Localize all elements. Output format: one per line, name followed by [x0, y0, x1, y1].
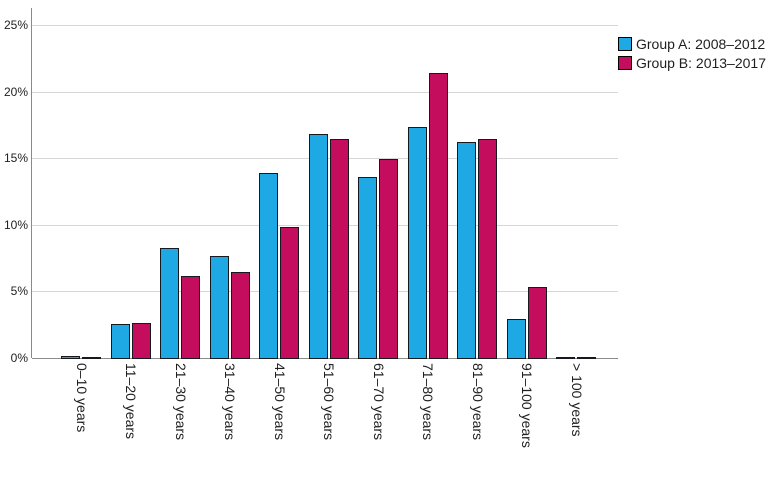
x-axis-category-label: 91–100 years	[519, 363, 535, 448]
bar-group-a	[308, 133, 328, 359]
bar-group-b	[230, 272, 250, 359]
y-axis-tick-label: 5%	[10, 284, 28, 299]
bar-group-b	[329, 139, 349, 359]
x-axis-category-label: 11–20 years	[123, 363, 139, 440]
bar-group-b	[428, 72, 448, 359]
legend-swatch-group-a-icon	[618, 37, 632, 51]
bar-group-b	[82, 357, 101, 359]
x-axis-category-label: 21–30 years	[172, 363, 189, 441]
legend-label-group-a: Group A: 2008–2012	[636, 36, 766, 52]
x-axis-category-label: 31–40 years	[222, 363, 238, 441]
gridline-25pct	[32, 25, 618, 26]
bar-group-a	[209, 256, 229, 359]
bar-group-a	[110, 324, 130, 359]
bar-group-a	[506, 319, 526, 359]
bar-group-b	[280, 227, 299, 359]
y-axis-tick-label: 25%	[3, 18, 28, 32]
y-axis-tick-label: 20%	[3, 84, 28, 99]
bar-group-b	[478, 139, 497, 359]
gridline-20pct	[32, 91, 618, 93]
legend-swatch-group-b-icon	[618, 56, 632, 70]
y-axis-tick-label: 0%	[10, 351, 28, 365]
legend-item-group-b: Group B: 2013–2017	[618, 55, 766, 71]
legend-item-group-a: Group A: 2008–2012	[618, 36, 766, 52]
y-axis-tick-label: 10%	[3, 217, 28, 232]
x-axis-category-label: > 100 years	[568, 363, 585, 437]
x-axis-category-label: 41–50 years	[271, 363, 288, 441]
bar-group-b	[577, 357, 596, 359]
x-axis-category-label: 61–70 years	[370, 363, 387, 441]
bar-group-a	[259, 172, 278, 359]
bar-group-b	[181, 276, 200, 359]
x-axis-category-label: 81–90 years	[469, 363, 486, 441]
legend: Group A: 2008–2012 Group B: 2013–2017	[618, 36, 766, 74]
bar-group-a	[358, 176, 377, 359]
bar-group-a	[61, 356, 80, 359]
bar-group-b	[131, 323, 151, 359]
x-axis-category-label: 0–10 years	[73, 363, 90, 433]
y-axis-line	[31, 8, 32, 358]
bar-group-b	[527, 287, 547, 359]
x-axis-category-label: 71–80 years	[420, 363, 436, 441]
bar-group-a	[556, 357, 575, 359]
bar-group-a	[160, 248, 179, 359]
y-axis-tick-label: 15%	[3, 151, 28, 166]
bar-group-a	[457, 141, 476, 359]
legend-label-group-b: Group B: 2013–2017	[636, 55, 766, 71]
x-axis-category-label: 51–60 years	[321, 363, 337, 441]
bar-group-b	[379, 159, 398, 359]
bar-group-a	[407, 127, 427, 359]
